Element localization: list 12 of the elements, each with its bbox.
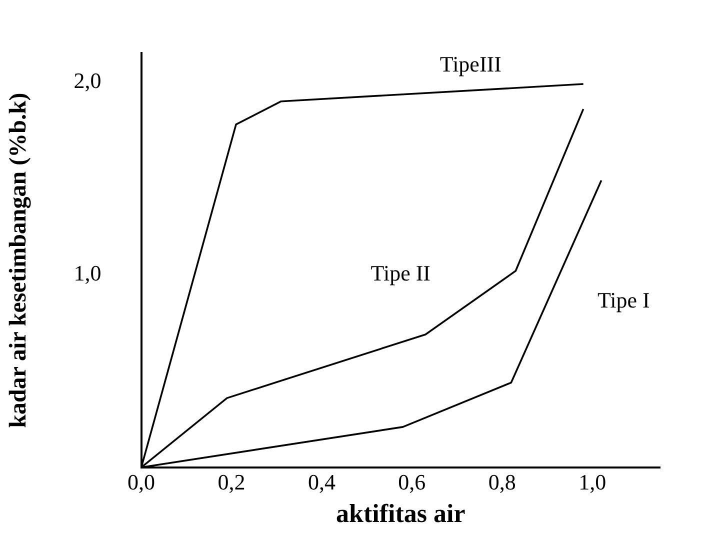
x-tick-label: 0,4 (308, 469, 336, 494)
x-tick-label: 0,8 (488, 469, 516, 494)
x-tick-label: 1,0 (578, 469, 606, 494)
y-tick-label: 2,0 (74, 68, 102, 93)
x-tick-label: 0,6 (398, 469, 426, 494)
x-axis-title: aktifitas air (336, 499, 466, 528)
series-label: TipeIII (440, 51, 502, 76)
series-label: Tipe II (370, 260, 430, 286)
y-axis-title: kadar air kesetimbangan (%b.k) (6, 92, 32, 428)
x-tick-label: 0,2 (218, 469, 246, 494)
x-tick-label: 0,0 (128, 469, 156, 494)
series-label: Tipe I (598, 288, 650, 312)
